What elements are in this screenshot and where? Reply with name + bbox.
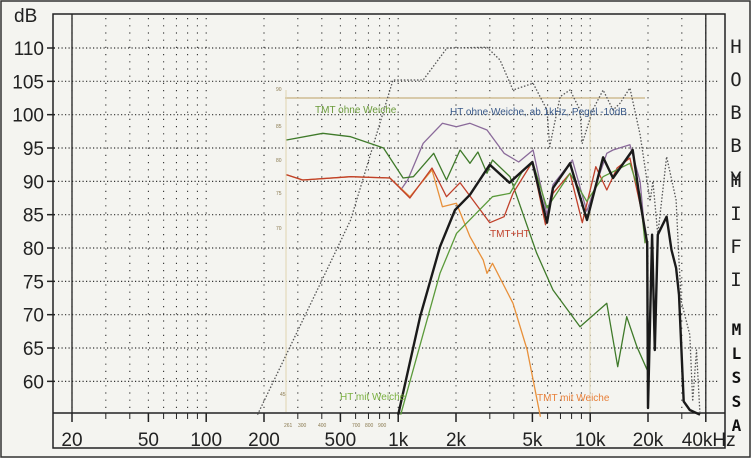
- series-line-tmt-ohne-weiche: [286, 132, 648, 371]
- y-tick-label: 105: [12, 72, 44, 93]
- inset-xtick: 400: [318, 423, 327, 429]
- brand-mlssa: MLSSA: [727, 320, 746, 440]
- axis-ticks: 60 65 70 75 80 85 90 95 100 105 110 20 50 100 200 500 1k…: [12, 39, 735, 451]
- annotation-tmt-ht: TMT+HT: [490, 229, 530, 240]
- annotation-tmt-mit-weiche: TMT mit Weiche: [537, 393, 610, 404]
- x-tick-label: 10k: [575, 430, 606, 451]
- inset-overlay: 90 85 80 75 70 45 261 300 400 700 800 90…: [276, 87, 645, 429]
- x-tick-label: 5k: [522, 430, 543, 451]
- inset-ytick: 80: [276, 158, 282, 164]
- inset-ytick: 70: [276, 226, 282, 232]
- series-line-0: [256, 46, 701, 415]
- x-tick-label: 2k: [446, 430, 467, 451]
- inset-xtick: 300: [298, 423, 307, 429]
- annotation-tmt-ohne-weiche: TMT ohne Weiche: [315, 105, 397, 116]
- y-tick-label: 65: [23, 339, 44, 360]
- inset-ytick: 90: [276, 87, 282, 93]
- inset-xtick: 900: [378, 423, 387, 429]
- x-tick-label: 40kHz: [682, 430, 736, 451]
- plot-frame: [52, 13, 726, 449]
- series-group: [256, 46, 701, 417]
- annotation-ht-ohne-weiche: HT ohne Weiche, ab 1kHz, Pegel -10dB: [450, 107, 627, 118]
- y-tick-label: 80: [23, 239, 44, 260]
- brand-hifi: HIFI: [725, 170, 747, 302]
- y-tick-label: 60: [23, 372, 44, 393]
- x-tick-label: 100: [190, 430, 222, 451]
- y-tick-label: 85: [23, 206, 44, 227]
- grid: [58, 14, 718, 413]
- y-tick-label: 100: [12, 106, 44, 127]
- y-tick-label: 70: [23, 306, 44, 327]
- y-tick-label: 95: [23, 139, 44, 160]
- series-line-tmt-mit-weiche: [286, 169, 542, 417]
- x-tick-label: 1k: [388, 430, 409, 451]
- brand-hobby: HOBBY: [725, 36, 747, 201]
- x-tick-label: 20: [61, 430, 82, 451]
- series-line-6: [397, 148, 701, 416]
- x-tick-label: 50: [138, 430, 159, 451]
- y-tick-label: 75: [23, 272, 44, 293]
- inset-ytick: 85: [276, 124, 282, 130]
- y-tick-label: 90: [23, 172, 44, 193]
- inset-ytick: 45: [280, 392, 286, 398]
- annotation-ht-mit-weiche: HT mit Weiche: [340, 392, 406, 403]
- x-tick-label: 20k: [633, 430, 664, 451]
- inset-xtick: 700: [352, 423, 361, 429]
- y-tick-label: 110: [14, 39, 44, 60]
- x-tick-label: 500: [325, 430, 357, 451]
- y-unit-label: dB: [14, 6, 37, 27]
- series-line-ht-mit-weiche: [400, 162, 646, 415]
- inset-xtick: 261: [284, 423, 293, 429]
- series-line-ht-ohne-weiche-ab-1khz-pegel-10db: [400, 122, 646, 235]
- x-tick-label: 200: [248, 430, 280, 451]
- inset-ytick: 75: [276, 191, 282, 197]
- series-line-tmt-ht: [286, 157, 648, 249]
- inset-xtick: 800: [365, 423, 374, 429]
